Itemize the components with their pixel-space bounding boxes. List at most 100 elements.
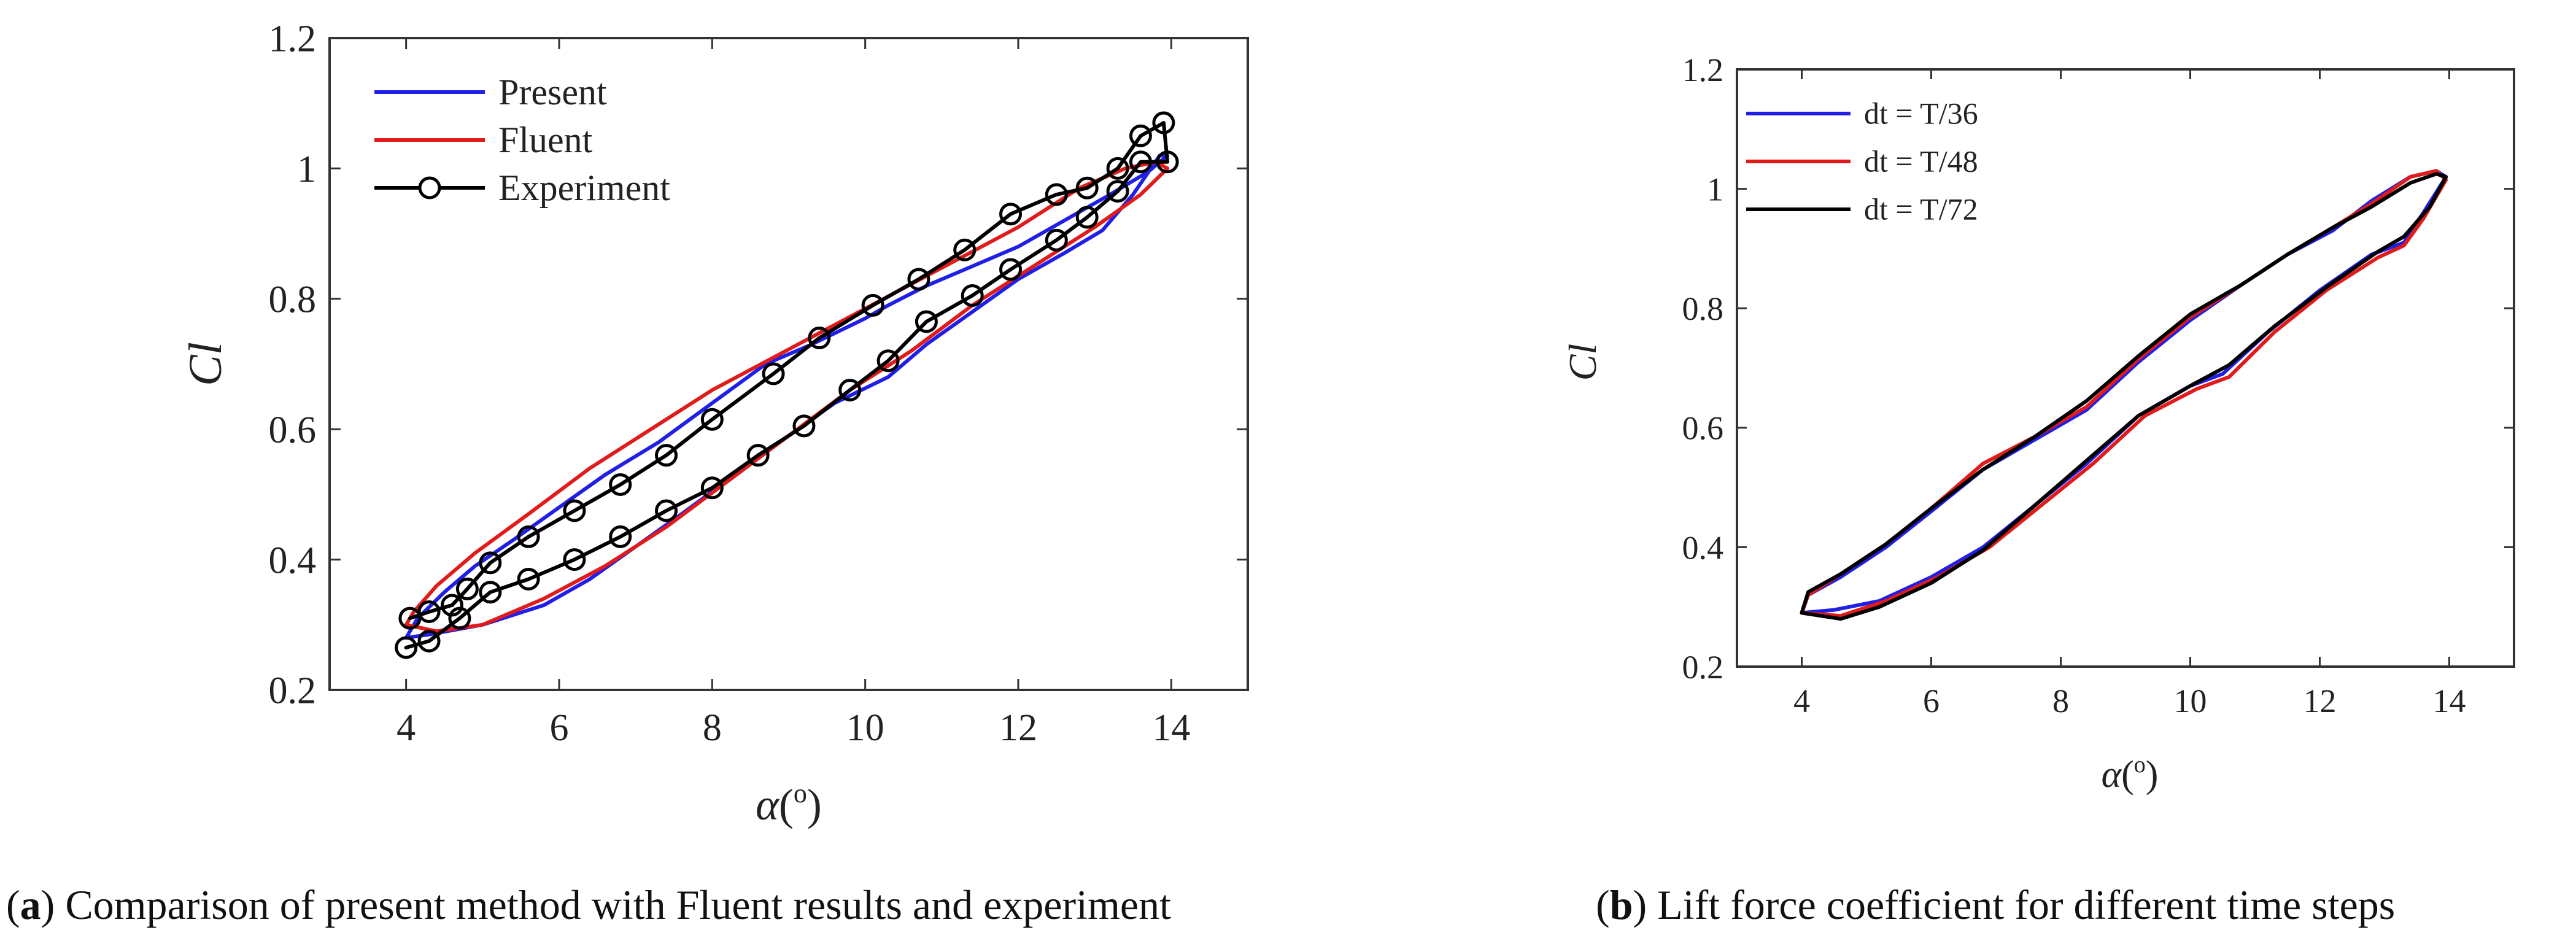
chart-a-series-present-legend-label: Present bbox=[498, 72, 607, 112]
chart-a-series-experiment-point bbox=[395, 636, 418, 659]
caption-b-open: ( bbox=[1596, 881, 1610, 928]
chart-a-series-experiment-point bbox=[700, 408, 724, 431]
chart-a-series-experiment-point bbox=[1045, 183, 1068, 206]
chart-b-legend: dt = T/36 dt = T/48 dt = T/72 bbox=[1746, 96, 1978, 227]
chart-a-series-experiment-legend-label: Experiment bbox=[498, 168, 670, 208]
chart-a-series-experiment-point bbox=[700, 476, 724, 500]
chart-a-series-experiment-point bbox=[915, 310, 938, 333]
chart-a-series-experiment-point bbox=[876, 349, 900, 373]
chart-a-series-experiment-point bbox=[398, 606, 422, 630]
chart-a-series-experiment-point bbox=[517, 525, 540, 548]
chart-a-series-fluent-legend-label: Fluent bbox=[498, 120, 593, 160]
chart-a-ytick-label: 0.2 bbox=[269, 670, 317, 712]
chart-a-series-experiment-point bbox=[563, 499, 586, 522]
chart-a-xtick-label: 8 bbox=[703, 707, 722, 749]
chart-a-series-experiment-point bbox=[961, 284, 984, 307]
chart-a-series-experiment-point bbox=[448, 606, 471, 630]
chart-b-series-dt-t-48-line bbox=[1800, 169, 2448, 618]
caption-a-open: ( bbox=[6, 881, 20, 928]
chart-b-ytick-label: 0.4 bbox=[1682, 529, 1724, 566]
chart-a-series-experiment-point bbox=[1106, 157, 1129, 180]
chart-a-ticks: 4 6 8 10 12 14 0.2 0.4 0.6 0.8 1 1.2 bbox=[269, 18, 1248, 749]
chart-b-ticks: 4 6 8 10 12 14 0.2 0.4 0.6 0.8 1 1.2 bbox=[1682, 52, 2514, 719]
chart-a-series-experiment-point bbox=[479, 581, 502, 604]
chart-b-xlabel: α(o) bbox=[2102, 752, 2159, 796]
chart-b-xtick-label: 14 bbox=[2433, 683, 2466, 719]
chart-b-series-dt-t-72-line bbox=[1800, 172, 2448, 621]
chart-b-ylabel: Cl bbox=[1561, 344, 1604, 381]
caption-b-text: Lift force coefficient for different tim… bbox=[1647, 881, 2396, 928]
chart-a-ylabel: Cl bbox=[180, 342, 231, 386]
chart-a-series-experiment-point bbox=[907, 268, 930, 291]
chart-b-series-dt-t-72-legend-label: dt = T/72 bbox=[1864, 192, 1978, 227]
chart-a-series-experiment-point bbox=[792, 414, 816, 438]
chart-a-series-experiment-point bbox=[609, 473, 632, 496]
chart-a-series-experiment-point bbox=[861, 293, 884, 317]
chart-a-xtick-label: 10 bbox=[846, 707, 884, 749]
chart-b-xtick-label: 12 bbox=[2303, 683, 2337, 719]
chart-a-series-experiment-point bbox=[746, 444, 770, 467]
chart-a-series-experiment-point bbox=[517, 567, 540, 591]
chart-a-series-experiment-point bbox=[1075, 176, 1099, 199]
chart-b-series-dt-t-36-line bbox=[1800, 169, 2448, 615]
chart-a-ytick-label: 0.6 bbox=[269, 409, 317, 451]
chart-a-series-experiment-point bbox=[808, 327, 831, 350]
chart-a-xtick-label: 12 bbox=[999, 707, 1037, 749]
chart-a-series-experiment-point bbox=[999, 203, 1023, 226]
chart-a-series-experiment-point bbox=[1045, 228, 1068, 252]
chart-a-ytick-label: 0.4 bbox=[269, 540, 317, 581]
chart-a-series-experiment-point bbox=[417, 629, 441, 653]
chart-a-series-experiment-point bbox=[1129, 150, 1152, 174]
chart-a: 4 6 8 10 12 14 0.2 0.4 0.6 0.8 1 1.2 Present Fluent E… bbox=[180, 18, 1249, 829]
chart-b-xtick-label: 10 bbox=[2174, 683, 2207, 719]
chart-a-series-experiment-point bbox=[762, 362, 785, 385]
chart-a-ytick-label: 0.8 bbox=[269, 279, 317, 321]
chart-a-series-present-line bbox=[404, 153, 1170, 640]
caption-a-text: Comparison of present method with Fluent… bbox=[55, 881, 1171, 928]
chart-a-series-experiment-point bbox=[1106, 180, 1129, 203]
chart-b-xtick-label: 8 bbox=[2052, 683, 2069, 719]
chart-a-xtick-label: 14 bbox=[1152, 707, 1190, 749]
chart-b-xtick-label: 6 bbox=[1923, 683, 1940, 719]
chart-a-series-experiment-point bbox=[609, 525, 632, 548]
chart-a-legend: Present Fluent Experiment bbox=[374, 72, 670, 208]
chart-b-ytick-label: 0.2 bbox=[1682, 649, 1724, 686]
chart-a-series-experiment-point bbox=[1156, 150, 1179, 174]
chart-a-series-experiment-point bbox=[417, 600, 441, 624]
caption-b: (b) Lift force coefficient for different… bbox=[1596, 881, 2395, 929]
chart-b-ytick-label: 0.8 bbox=[1682, 290, 1724, 327]
chart-a-series bbox=[395, 111, 1179, 659]
chart-a-xtick-label: 6 bbox=[550, 707, 569, 749]
chart-a-series-experiment-legend-marker bbox=[418, 176, 441, 199]
chart-a-series-experiment-point bbox=[655, 444, 678, 467]
chart-b-xtick-label: 4 bbox=[1793, 683, 1810, 719]
chart-a-xtick-label: 4 bbox=[396, 707, 416, 749]
chart-b-ytick-label: 1 bbox=[1707, 171, 1723, 208]
chart-a-ytick-label: 1.2 bbox=[269, 18, 317, 60]
chart-b-ytick-label: 1.2 bbox=[1682, 52, 1724, 88]
chart-a-xlabel: α(o) bbox=[756, 778, 822, 829]
chart-a-series-experiment-point bbox=[953, 238, 977, 261]
chart-b-plot-area bbox=[1736, 68, 2515, 668]
caption-a: (a) Comparison of present method with Fl… bbox=[6, 881, 1171, 929]
chart-a-ytick-label: 1 bbox=[297, 149, 316, 190]
chart-b-series bbox=[1800, 169, 2448, 621]
caption-b-close: ) bbox=[1633, 881, 1647, 928]
caption-a-tag: a bbox=[20, 881, 41, 928]
caption-a-close: ) bbox=[41, 881, 55, 928]
chart-a-series-experiment-point bbox=[563, 548, 586, 571]
chart-a-series-experiment-point bbox=[1129, 124, 1152, 147]
chart-a-series-experiment-point bbox=[999, 258, 1023, 281]
chart-b-ytick-label: 0.6 bbox=[1682, 410, 1724, 447]
chart-a-series-experiment-point bbox=[440, 594, 463, 617]
chart-a-series-experiment-point bbox=[479, 551, 502, 575]
chart-b-series-dt-t-36-legend-label: dt = T/36 bbox=[1864, 96, 1978, 131]
chart-b-series-dt-t-48-legend-label: dt = T/48 bbox=[1864, 144, 1978, 179]
chart-a-series-experiment-point bbox=[1075, 206, 1099, 229]
chart-a-series-experiment-point bbox=[838, 378, 862, 401]
chart-a-series-experiment-point bbox=[1152, 111, 1175, 134]
chart-a-series-experiment-point bbox=[455, 577, 479, 600]
caption-b-tag: b bbox=[1609, 881, 1633, 928]
